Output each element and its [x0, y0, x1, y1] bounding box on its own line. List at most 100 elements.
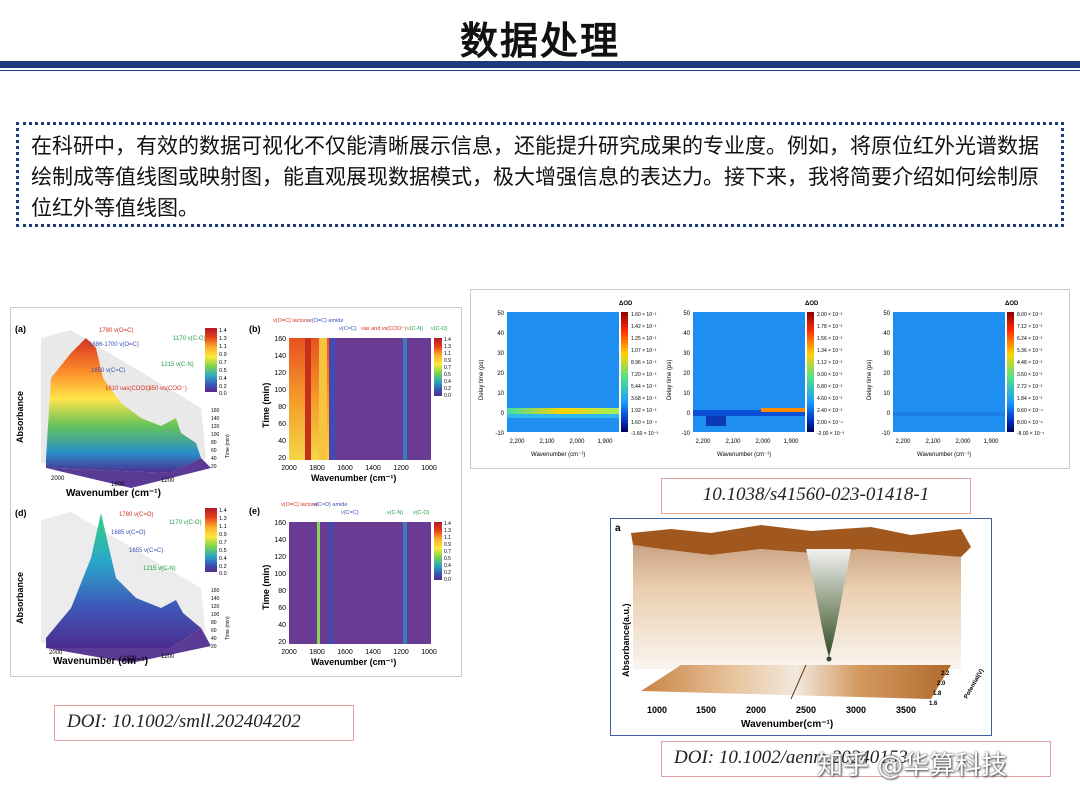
fig-d-ann-1: 1685 ν(C=O) [111, 530, 146, 536]
fig-e-ylabel: Time (min) [261, 565, 271, 610]
svg-text:9.60 × 10⁻⁴: 9.60 × 10⁻⁴ [1017, 408, 1043, 414]
top-right-figure-panel: Delay time (ps) 50 40 30 20 10 0 -10 2,2… [470, 289, 1070, 469]
fig-d-base [46, 628, 211, 663]
svg-text:0.7: 0.7 [444, 549, 451, 555]
fig-a-time-axis: 160 140 120 100 80 60 40 20 Time (min) [211, 408, 231, 470]
fig-a-colorbar [205, 328, 217, 392]
tr-3-cbar-ticks: 8.00 × 10⁻³ 7.12 × 10⁻³ 6.24 × 10⁻³ 5.36… [1017, 312, 1044, 437]
svg-text:1.12 × 10⁻²: 1.12 × 10⁻² [817, 360, 843, 366]
svg-text:100: 100 [211, 612, 220, 618]
fig-d-xtick-1: 1600 [123, 656, 137, 662]
svg-text:0.9: 0.9 [219, 532, 227, 538]
fig-d-ann-0: 1780 ν(C=O) [119, 512, 154, 518]
svg-text:1800: 1800 [309, 465, 325, 472]
svg-text:1200: 1200 [393, 649, 409, 656]
svg-text:3.60 × 10⁻³: 3.60 × 10⁻³ [1017, 372, 1043, 378]
svg-text:1.56 × 10⁻²: 1.56 × 10⁻² [817, 336, 843, 342]
top-right-figure-svg: Delay time (ps) 50 40 30 20 10 0 -10 2,2… [479, 301, 1044, 458]
svg-text:120: 120 [274, 370, 286, 377]
svg-text:0.0: 0.0 [219, 571, 227, 577]
svg-text:-10: -10 [881, 431, 890, 437]
svg-text:140: 140 [211, 596, 220, 602]
fig-a-xlabel: Wavenumber (cm⁻¹) [66, 488, 161, 499]
tr-2-ylabel: Delay time (ps) [667, 360, 673, 400]
svg-text:0.0: 0.0 [444, 577, 451, 583]
svg-text:40: 40 [211, 636, 217, 642]
svg-text:60: 60 [211, 448, 217, 454]
tr-3-yticks: 50 40 30 20 10 0 -10 [881, 311, 890, 437]
fig-e-colorbar-ticks: 1.4 1.3 1.1 0.9 0.7 0.5 0.4 0.2 0.0 [444, 521, 451, 583]
svg-text:30: 30 [683, 351, 690, 357]
fig-b-yticks: 160 140 120 100 80 60 40 20 [274, 336, 286, 462]
svg-text:1.1: 1.1 [219, 524, 227, 530]
fig-a-ann-5: 1215 ν(C-N) [161, 362, 194, 368]
svg-text:100: 100 [274, 387, 286, 394]
svg-text:0.0: 0.0 [219, 391, 227, 397]
svg-text:20: 20 [278, 639, 286, 646]
svg-text:20: 20 [683, 371, 690, 377]
tr-1-ylabel: Delay time (ps) [479, 360, 485, 400]
svg-text:1.25 × 10⁻²: 1.25 × 10⁻² [631, 336, 657, 342]
svg-text:0.5: 0.5 [219, 368, 227, 374]
svg-text:-8.00 × 10⁻⁴: -8.00 × 10⁻⁴ [1017, 431, 1044, 437]
fig-a-ylabel: Absorbance [15, 391, 25, 443]
tr-2-xticks: 2,200 2,100 2,000 1,900 [695, 439, 799, 445]
fig-e-xticks: 2000 1800 1600 1400 1200 1000 [281, 649, 437, 656]
svg-text:0.9: 0.9 [444, 358, 451, 364]
svg-text:120: 120 [211, 604, 220, 610]
fig-d-letter: (d) [15, 508, 27, 518]
svg-text:80: 80 [211, 620, 217, 626]
svg-text:0.7: 0.7 [219, 360, 227, 366]
fig-d-ann-4: 1170 ν(C-O) [169, 520, 202, 526]
svg-text:ν(C=C): ν(C=C) [339, 326, 357, 332]
svg-text:3.68 × 10⁻³: 3.68 × 10⁻³ [631, 396, 657, 402]
svg-text:1400: 1400 [365, 649, 381, 656]
tr-1-xlabel: Wavenumber (cm⁻¹) [531, 452, 585, 458]
svg-text:120: 120 [274, 554, 286, 561]
br-surface [633, 545, 961, 669]
left-figure-svg: (a) Absorbance Wavenumber (cm⁻¹) 2000 16… [15, 318, 451, 667]
svg-text:3500: 3500 [896, 705, 916, 715]
doi-label-left: DOI: 10.1002/smll.202404202 [54, 705, 354, 741]
svg-text:2,200: 2,200 [695, 439, 711, 445]
svg-text:1000: 1000 [421, 649, 437, 656]
svg-text:1.92 × 10⁻³: 1.92 × 10⁻³ [631, 408, 657, 414]
svg-text:1000: 1000 [647, 705, 667, 715]
svg-text:ν(C=O) amide: ν(C=O) amide [313, 502, 347, 508]
svg-text:0: 0 [887, 411, 891, 417]
fig-d-colorbar-ticks: 1.4 1.3 1.1 0.9 0.7 0.5 0.4 0.2 0.0 [219, 508, 227, 577]
svg-text:5.44 × 10⁻³: 5.44 × 10⁻³ [631, 384, 657, 390]
svg-text:ν(O=C) lactone: ν(O=C) lactone [273, 318, 310, 324]
tr-1-cbar-title: ΔOD [619, 301, 633, 307]
br-ylabel: Absorbance(a.u.) [621, 603, 631, 677]
svg-text:1.6: 1.6 [929, 701, 938, 707]
svg-text:80: 80 [211, 440, 217, 446]
svg-text:ν(C-O): ν(C-O) [413, 510, 430, 516]
svg-text:2,000: 2,000 [755, 439, 771, 445]
svg-text:0.2: 0.2 [219, 564, 227, 570]
svg-text:4.48 × 10⁻³: 4.48 × 10⁻³ [1017, 360, 1043, 366]
svg-text:-10: -10 [495, 431, 504, 437]
svg-text:160: 160 [274, 520, 286, 527]
svg-text:60: 60 [278, 605, 286, 612]
svg-text:1.3: 1.3 [444, 528, 451, 534]
bottom-right-figure-panel: a Absorbance(a.u.) 1000 1500 2000 2500 3… [610, 518, 992, 736]
svg-text:60: 60 [278, 421, 286, 428]
svg-text:νas and νs(COO⁻): νas and νs(COO⁻) [361, 326, 407, 332]
tr-map-3 [893, 312, 1005, 432]
fig-a-letter: (a) [15, 324, 26, 334]
fig-a-xtick-2: 1200 [161, 478, 175, 484]
fig-a-base [46, 458, 211, 488]
svg-text:0.4: 0.4 [219, 556, 227, 562]
svg-text:2,100: 2,100 [925, 439, 941, 445]
fig-a-ann-1: 1686-1700 ν(O=C) [89, 342, 139, 348]
title-underline-thin [0, 70, 1080, 71]
svg-text:10: 10 [497, 391, 504, 397]
svg-text:1.4: 1.4 [219, 328, 227, 334]
fig-d-xtick-2: 1200 [161, 654, 175, 660]
br-letter: a [615, 523, 621, 534]
svg-text:1200: 1200 [393, 465, 409, 472]
svg-text:5.36 × 10⁻³: 5.36 × 10⁻³ [1017, 348, 1043, 354]
fig-b-xticks: 2000 1800 1600 1400 1200 1000 [281, 465, 437, 472]
svg-text:1,900: 1,900 [983, 439, 999, 445]
